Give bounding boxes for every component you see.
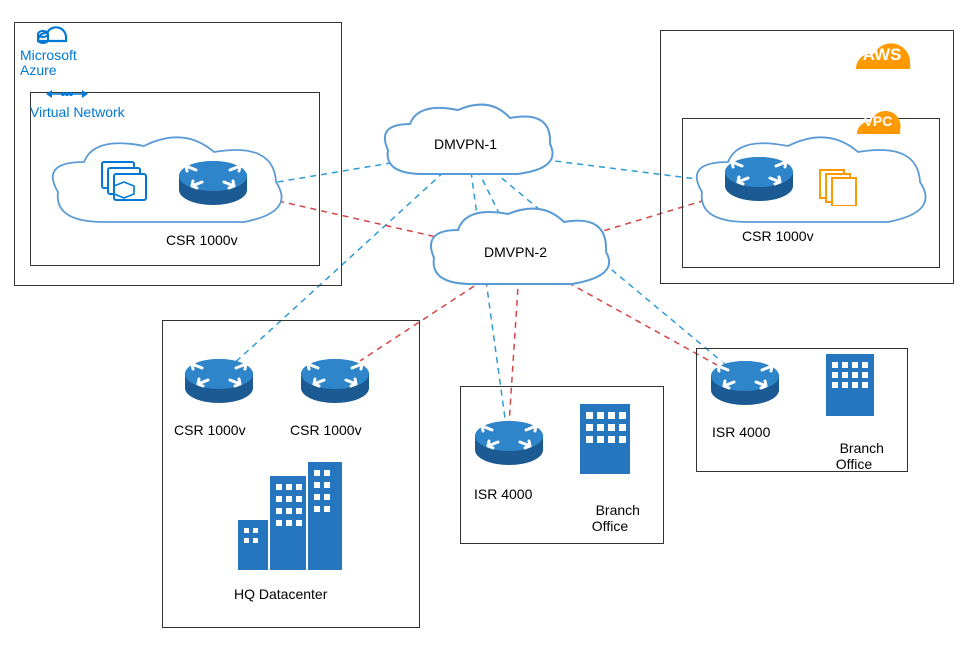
svg-text:AWS: AWS: [863, 45, 902, 64]
csr-hq1-label: CSR 1000v: [174, 422, 246, 438]
server-stack-icon: [816, 166, 860, 211]
vnet-label: Virtual Network: [30, 104, 125, 120]
branch1-building-icon: [572, 398, 638, 485]
dmvpn1-label: DMVPN-1: [434, 136, 497, 152]
azure-title-label: Microsoft Azure: [20, 48, 77, 79]
branch-b1-label: Branch Office: [580, 486, 640, 550]
router-azure-icon: [174, 156, 252, 223]
branch-b2-label: Branch Office: [824, 424, 884, 488]
branch2-building-icon: [820, 350, 880, 427]
router-hq2-icon: [296, 354, 374, 421]
vm-stack-icon: [100, 160, 152, 213]
azure-inner-cloud-icon: [44, 132, 294, 247]
router-b2-icon: [706, 356, 784, 423]
hq-dc-label: HQ Datacenter: [234, 586, 327, 602]
csr-hq2-label: CSR 1000v: [290, 422, 362, 438]
hq-buildings-icon: [228, 458, 348, 581]
router-aws-icon: [720, 152, 798, 219]
router-hq1-icon: [180, 354, 258, 421]
isr-b2-label: ISR 4000: [712, 424, 770, 440]
csr-aws-label: CSR 1000v: [742, 228, 814, 244]
dmvpn2-label: DMVPN-2: [484, 244, 547, 260]
aws-cloud-icon: AWS: [838, 18, 934, 85]
csr-azure-label: CSR 1000v: [166, 232, 238, 248]
isr-b1-label: ISR 4000: [474, 486, 532, 502]
router-b1-icon: [470, 416, 548, 483]
svg-text:VPC: VPC: [864, 113, 893, 129]
diagram-canvas: Microsoft Azure Virtual Network: [0, 0, 975, 651]
